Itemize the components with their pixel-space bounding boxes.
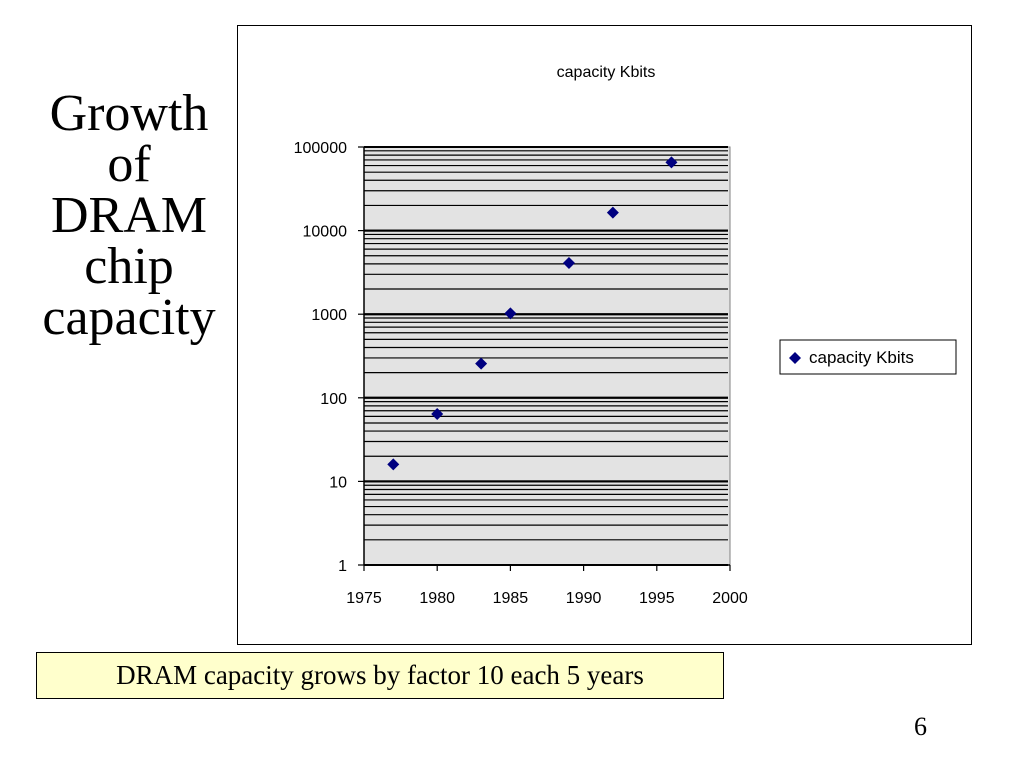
chart-title: capacity Kbits xyxy=(557,64,656,81)
title-line: Growth xyxy=(49,85,209,142)
title-line: capacity xyxy=(42,289,216,346)
y-tick-label: 100 xyxy=(320,391,347,408)
data-point xyxy=(665,156,678,169)
x-tick-label: 1980 xyxy=(419,590,455,607)
x-tick-label: 1995 xyxy=(639,590,675,607)
plot-area xyxy=(363,146,731,566)
legend-label: capacity Kbits xyxy=(809,348,914,367)
x-tick-label: 1975 xyxy=(346,590,382,607)
title-line: chip xyxy=(84,238,174,295)
title-line: DRAM xyxy=(50,187,208,244)
data-point xyxy=(504,307,517,320)
caption-box: DRAM capacity grows by factor 10 each 5 … xyxy=(36,652,724,699)
title-line: of xyxy=(107,136,151,193)
legend-marker xyxy=(789,352,801,364)
chart-area: capacity Kbits 1 10 100 1000 10000 100000 1975 1… xyxy=(237,25,972,645)
y-tick-label: 1000 xyxy=(311,307,347,324)
data-point xyxy=(475,357,488,370)
y-tick-label: 10000 xyxy=(303,224,348,241)
page-number: 6 xyxy=(914,712,927,741)
legend-box xyxy=(779,339,957,375)
x-tick-label: 1985 xyxy=(493,590,529,607)
data-point xyxy=(562,257,575,270)
y-tick-label: 10 xyxy=(329,474,347,491)
y-tick-label: 100000 xyxy=(294,140,347,157)
y-tick-label: 1 xyxy=(338,558,347,575)
scatter-chart: capacity Kbits 1 10 100 1000 10000 100000 1975 1… xyxy=(294,64,957,607)
x-tick-label: 1990 xyxy=(566,590,602,607)
data-point xyxy=(606,206,619,219)
x-tick-label: 2000 xyxy=(712,590,748,607)
slide-title: Growth of DRAM chip capacity xyxy=(18,85,240,346)
data-point xyxy=(387,458,400,471)
data-point xyxy=(431,408,444,421)
